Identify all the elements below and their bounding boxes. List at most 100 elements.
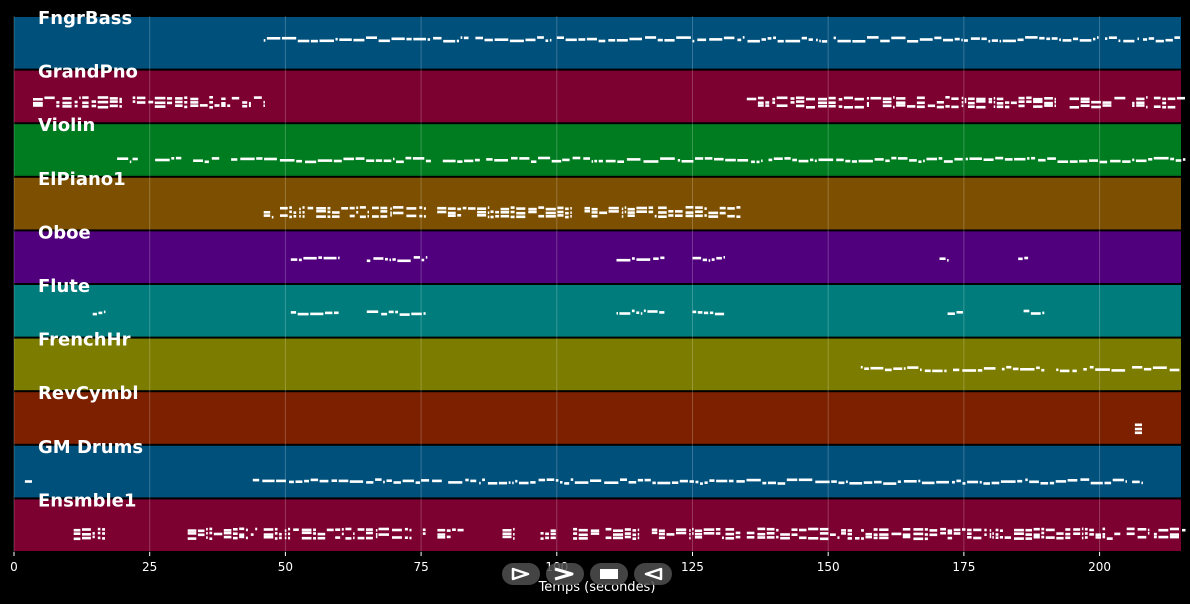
note	[556, 36, 564, 39]
note	[761, 38, 766, 41]
note	[495, 215, 499, 218]
note	[550, 529, 556, 532]
note	[331, 479, 338, 482]
note	[979, 480, 982, 484]
note	[973, 528, 982, 532]
note	[1167, 97, 1176, 101]
note	[565, 38, 577, 42]
note	[1153, 532, 1157, 536]
note	[685, 206, 694, 209]
play-button[interactable]	[502, 563, 540, 585]
note	[776, 96, 788, 100]
note	[627, 207, 635, 211]
x-tick-label: 50	[278, 560, 293, 574]
note	[652, 481, 656, 485]
note	[390, 214, 392, 217]
note	[1081, 536, 1084, 540]
fast-forward-button[interactable]	[546, 563, 584, 585]
note	[263, 214, 271, 217]
note	[695, 480, 699, 484]
note	[617, 160, 624, 163]
note	[873, 528, 878, 531]
note	[784, 157, 791, 160]
note	[437, 536, 446, 539]
note	[613, 536, 624, 540]
note	[929, 529, 938, 532]
note	[359, 215, 366, 219]
note	[288, 536, 291, 540]
note	[383, 159, 392, 163]
note	[1025, 528, 1032, 532]
note	[557, 210, 564, 214]
note	[841, 529, 846, 532]
note	[284, 529, 287, 532]
note	[319, 479, 329, 483]
note	[289, 206, 292, 209]
note	[976, 105, 986, 109]
note	[1114, 532, 1121, 536]
note	[119, 105, 122, 108]
note	[1169, 527, 1179, 531]
note	[490, 210, 494, 213]
note	[884, 368, 892, 372]
note	[204, 160, 209, 164]
note	[940, 527, 946, 531]
note	[586, 37, 597, 41]
track-label: GM Drums	[38, 437, 143, 458]
note	[319, 39, 334, 43]
note	[747, 39, 760, 43]
note	[343, 157, 354, 161]
note	[345, 527, 352, 531]
note	[1111, 369, 1126, 372]
note	[578, 537, 588, 540]
note	[302, 215, 305, 218]
note	[482, 478, 485, 482]
note	[627, 214, 635, 217]
note	[780, 533, 790, 536]
note	[1069, 160, 1078, 163]
note	[1057, 160, 1069, 163]
note	[303, 256, 317, 260]
note	[819, 537, 829, 541]
track-label: GrandPno	[38, 62, 138, 83]
note	[694, 536, 703, 539]
note	[1059, 369, 1070, 373]
note	[988, 100, 993, 104]
note	[289, 480, 294, 484]
note	[1065, 532, 1071, 536]
note	[989, 529, 992, 532]
note	[239, 535, 245, 539]
note	[855, 537, 860, 540]
note	[1153, 156, 1169, 160]
note	[616, 39, 628, 42]
note	[1049, 481, 1055, 485]
note	[1132, 101, 1135, 105]
note	[530, 481, 536, 484]
note	[627, 211, 635, 214]
note	[279, 159, 295, 162]
note	[920, 368, 922, 372]
note	[245, 536, 248, 540]
note	[253, 96, 262, 99]
note	[1044, 101, 1053, 105]
note	[954, 157, 963, 161]
note	[372, 206, 379, 210]
grid-layer	[13, 16, 1101, 552]
note	[866, 104, 869, 107]
note	[694, 529, 703, 533]
note	[1067, 479, 1078, 482]
note	[676, 528, 687, 531]
track-band	[14, 285, 1181, 337]
note	[366, 531, 373, 535]
rewind-button[interactable]	[634, 563, 672, 585]
note	[486, 158, 493, 161]
note	[1080, 104, 1090, 107]
note	[727, 207, 735, 210]
note	[1056, 536, 1064, 540]
note	[896, 101, 906, 104]
note	[190, 104, 199, 107]
stop-button[interactable]	[590, 563, 628, 585]
note	[494, 159, 508, 162]
note	[1123, 39, 1135, 43]
note	[1143, 38, 1148, 41]
